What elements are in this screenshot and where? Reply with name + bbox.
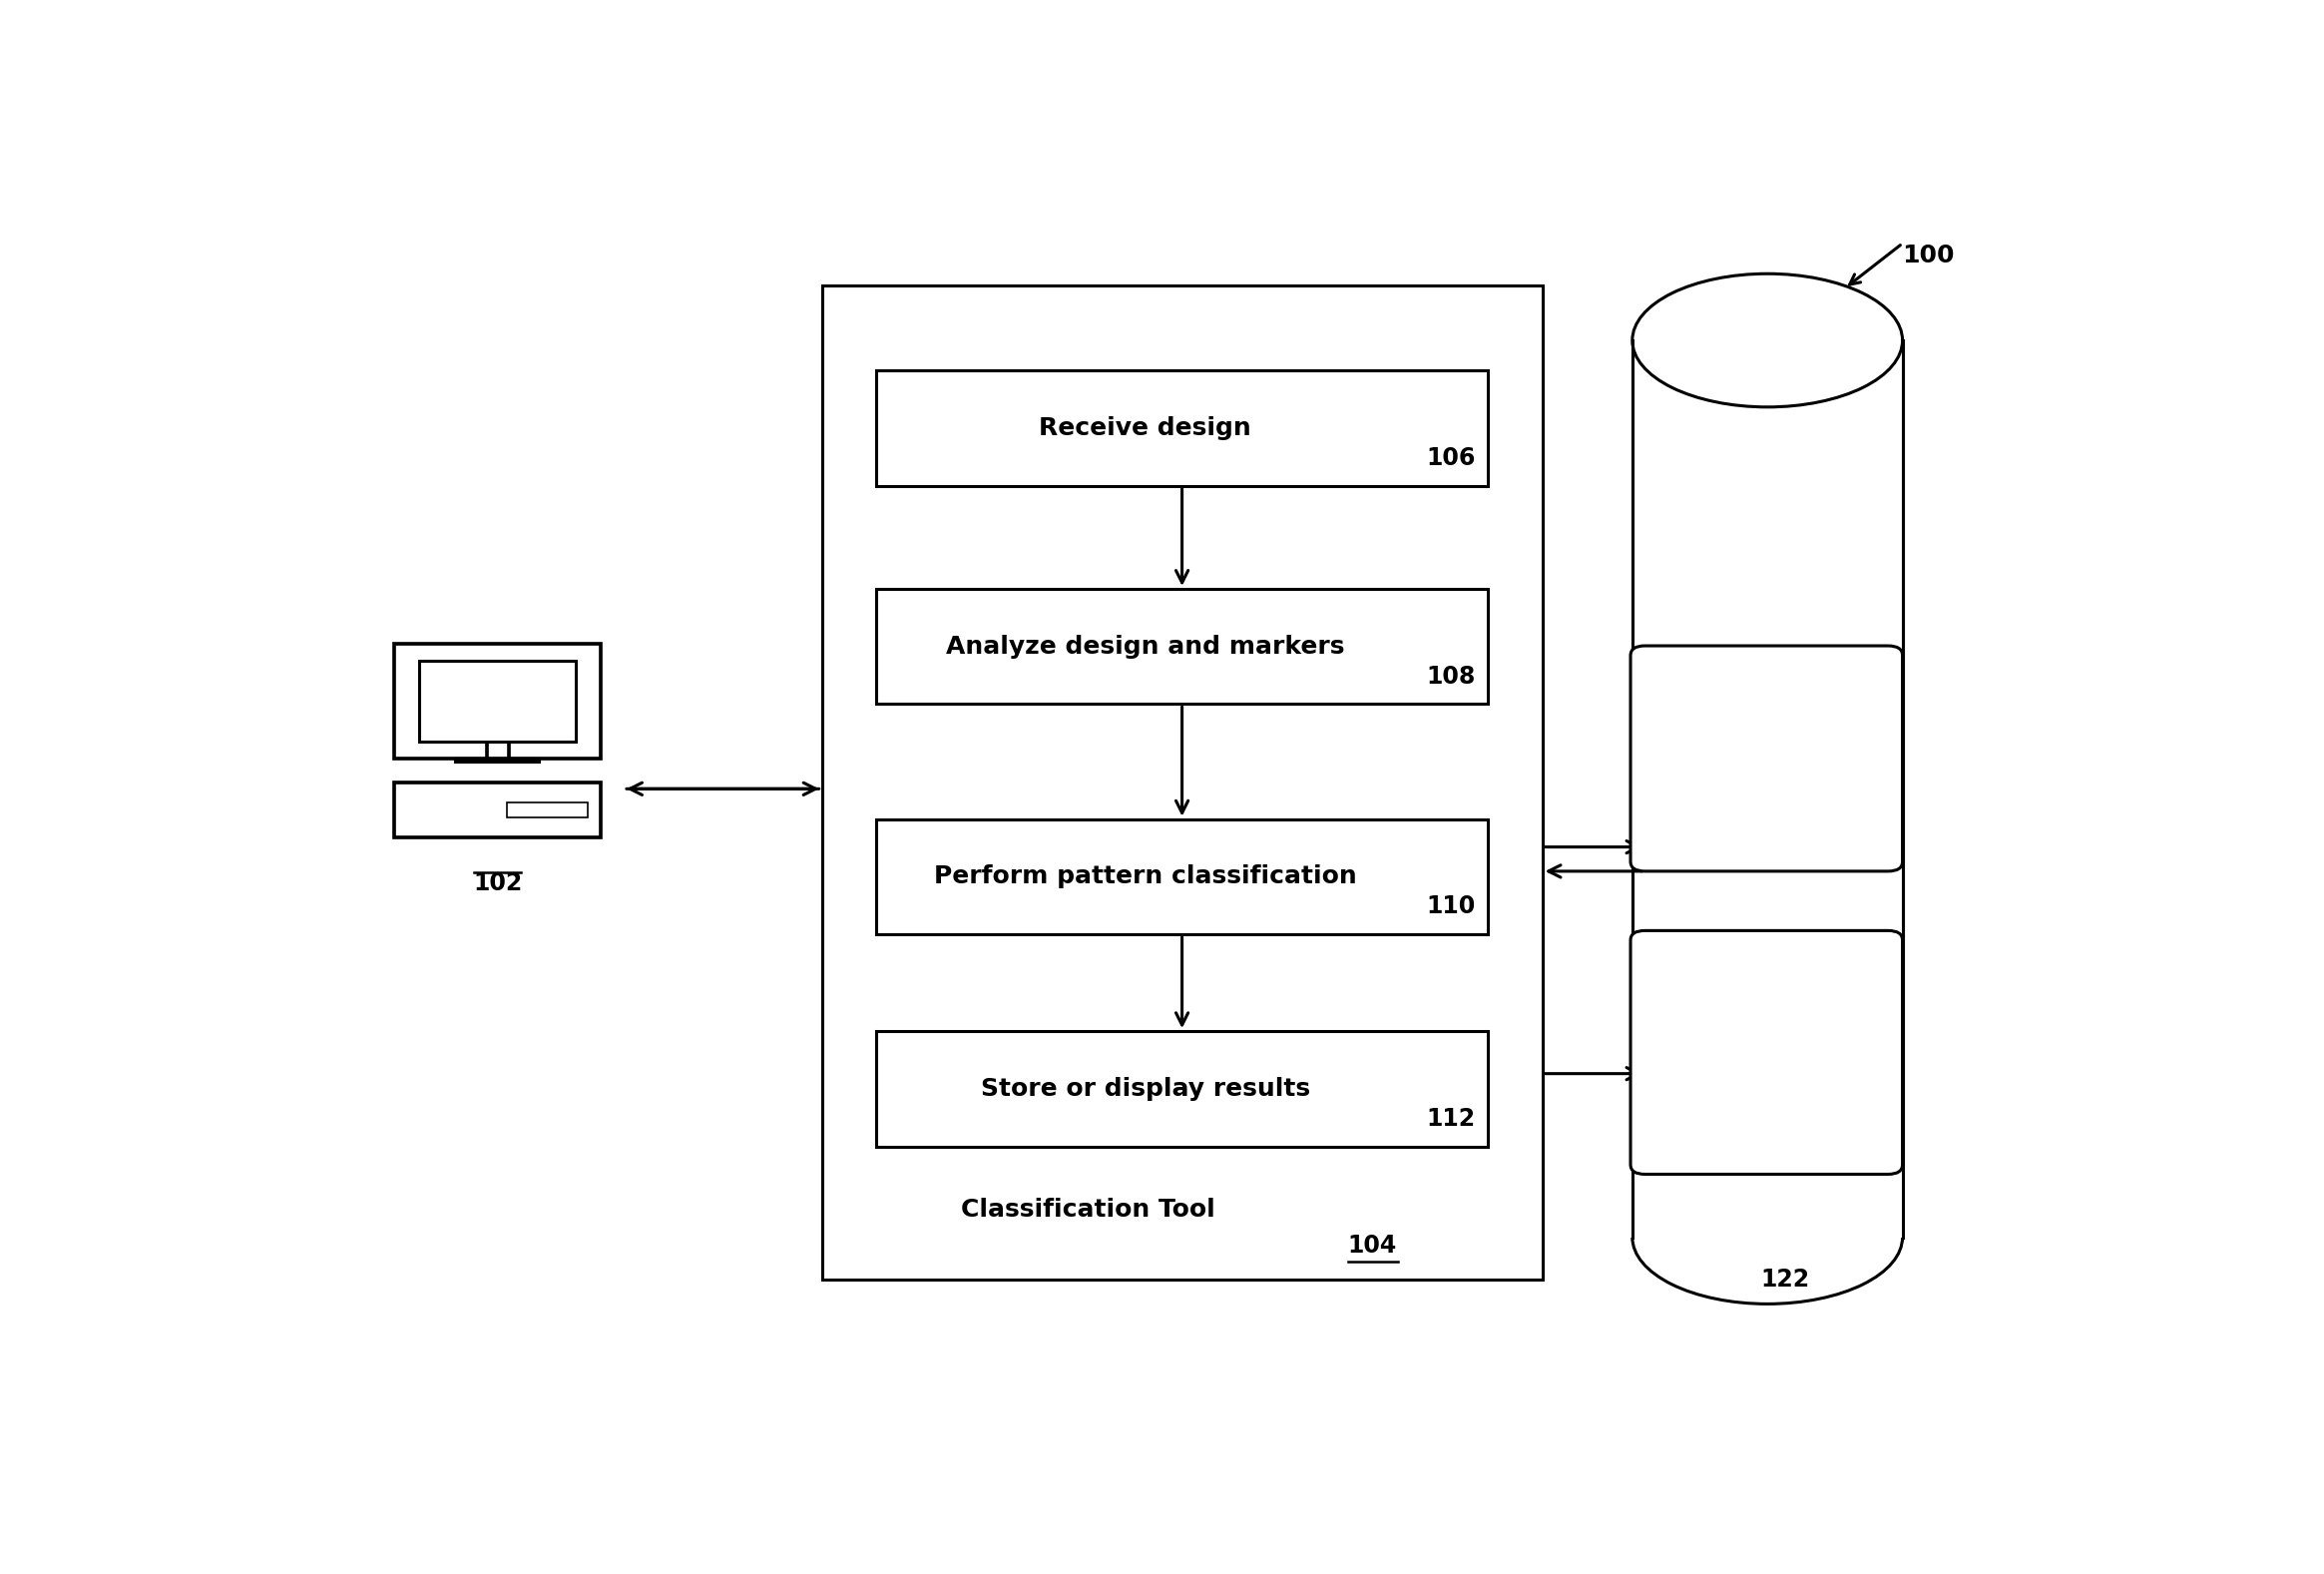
Text: 122: 122 (1762, 1267, 1810, 1292)
Bar (876, 1031, 1487, 1146)
Bar (823, 286, 1543, 1280)
Text: Receive design: Receive design (1039, 416, 1250, 441)
Bar (395, 782, 602, 837)
FancyBboxPatch shape (1631, 930, 1903, 1174)
Text: 114: 114 (1827, 1122, 1875, 1146)
Bar (876, 371, 1487, 486)
Bar (418, 661, 576, 741)
Text: 106: 106 (1427, 445, 1476, 471)
Text: Store or display results: Store or display results (981, 1077, 1311, 1100)
Bar (1631, 340, 1903, 1237)
Text: 110: 110 (1427, 894, 1476, 919)
Text: Pattern
classification
Results: Pattern classification Results (1673, 973, 1859, 1051)
Text: 120: 120 (1827, 820, 1875, 844)
Ellipse shape (1631, 1171, 1903, 1303)
Text: Analyze design and markers: Analyze design and markers (946, 634, 1346, 658)
Text: Perform pattern classification: Perform pattern classification (934, 864, 1357, 889)
Bar (1629, 1168, 1906, 1237)
Text: 104: 104 (1348, 1234, 1397, 1258)
Bar (876, 818, 1487, 935)
Text: 100: 100 (1903, 244, 1954, 268)
Text: Classification Tool: Classification Tool (962, 1198, 1215, 1221)
FancyBboxPatch shape (1631, 645, 1903, 872)
Bar (395, 644, 602, 759)
Text: 102: 102 (474, 872, 523, 896)
Text: 108: 108 (1427, 664, 1476, 688)
Text: Electronic
Design: Electronic Design (1697, 696, 1836, 748)
Text: 112: 112 (1427, 1107, 1476, 1130)
Bar (507, 803, 588, 817)
Ellipse shape (1631, 274, 1903, 408)
Bar (876, 589, 1487, 704)
